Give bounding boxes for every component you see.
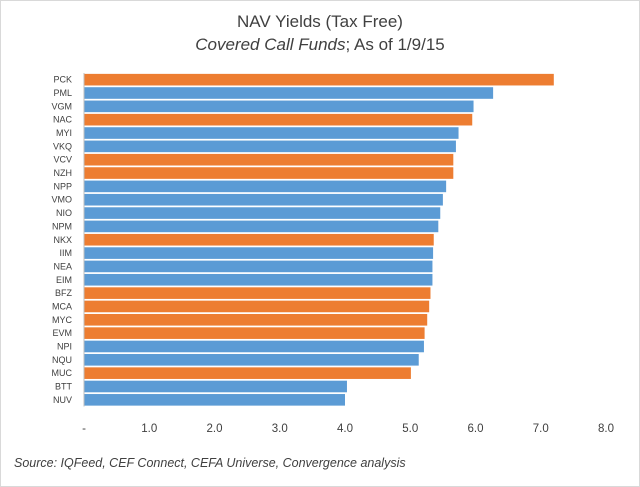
category-label: BFZ bbox=[55, 288, 73, 298]
bar-nac bbox=[84, 113, 473, 126]
category-label: VMO bbox=[51, 195, 72, 205]
category-label: NQU bbox=[52, 355, 72, 365]
category-label: NZH bbox=[54, 168, 73, 178]
category-label: MUC bbox=[52, 368, 73, 378]
category-label: VCV bbox=[53, 155, 72, 165]
x-tick-label: 1.0 bbox=[141, 423, 157, 435]
bar-evm bbox=[84, 327, 425, 339]
bar-muc bbox=[84, 367, 411, 379]
bar-iim bbox=[84, 247, 434, 259]
x-tick-label: 5.0 bbox=[402, 423, 418, 435]
x-tick-label: 8.0 bbox=[598, 423, 614, 435]
bar-eim bbox=[84, 273, 433, 286]
bar-bfz bbox=[84, 287, 431, 299]
category-label: NIO bbox=[56, 208, 72, 218]
chart-subtitle-italic: Covered Call Funds bbox=[195, 35, 346, 54]
category-label: VKQ bbox=[53, 141, 72, 151]
bar-nio bbox=[84, 207, 441, 219]
category-label: MCA bbox=[52, 301, 72, 311]
category-label: NKX bbox=[53, 235, 72, 245]
x-tick-label: 2.0 bbox=[207, 423, 223, 435]
category-label: BTT bbox=[55, 381, 73, 391]
category-label: IIM bbox=[60, 248, 73, 258]
category-label: EVM bbox=[52, 328, 72, 338]
bar-npm bbox=[84, 220, 439, 233]
bar-myi bbox=[84, 127, 459, 139]
chart-subtitle: Covered Call Funds; As of 1/9/15 bbox=[0, 35, 640, 55]
x-tick-label: 6.0 bbox=[468, 423, 484, 435]
bar-btt bbox=[84, 380, 347, 393]
bar-npi bbox=[84, 340, 424, 353]
category-label: EIM bbox=[56, 275, 72, 285]
bar-nea bbox=[84, 260, 433, 273]
bar-vgm bbox=[84, 100, 474, 113]
bar-pml bbox=[84, 87, 494, 99]
bar-nkx bbox=[84, 233, 434, 246]
bar-nqu bbox=[84, 354, 419, 366]
chart-subtitle-rest: ; As of 1/9/15 bbox=[345, 35, 445, 54]
bar-vkq bbox=[84, 140, 456, 153]
x-tick-label: - bbox=[82, 423, 86, 435]
bar-vcv bbox=[84, 153, 454, 166]
category-label: NEA bbox=[53, 261, 72, 271]
chart-title: NAV Yields (Tax Free) bbox=[237, 12, 403, 31]
source-note: Source: IQFeed, CEF Connect, CEFA Univer… bbox=[14, 456, 406, 470]
category-label: NAC bbox=[53, 115, 73, 125]
bar-mca bbox=[84, 300, 430, 313]
category-label: NPM bbox=[52, 221, 72, 231]
category-label: MYI bbox=[56, 128, 72, 138]
x-tick-label: 3.0 bbox=[272, 423, 288, 435]
x-tick-label: 7.0 bbox=[533, 423, 549, 435]
bar-vmo bbox=[84, 193, 443, 206]
category-label: NPI bbox=[57, 341, 72, 351]
category-label: PCK bbox=[53, 75, 72, 85]
category-label: PML bbox=[53, 88, 72, 98]
x-tick-label: 4.0 bbox=[337, 423, 353, 435]
bar-nzh bbox=[84, 167, 454, 179]
bar-nuv bbox=[84, 394, 345, 406]
bar-pck bbox=[84, 73, 554, 86]
category-label: VGM bbox=[51, 101, 72, 111]
category-label: NUV bbox=[53, 395, 72, 405]
category-label: NPP bbox=[53, 181, 72, 191]
bar-myc bbox=[84, 313, 428, 326]
bar-npp bbox=[84, 180, 447, 193]
category-label: MYC bbox=[52, 315, 73, 325]
